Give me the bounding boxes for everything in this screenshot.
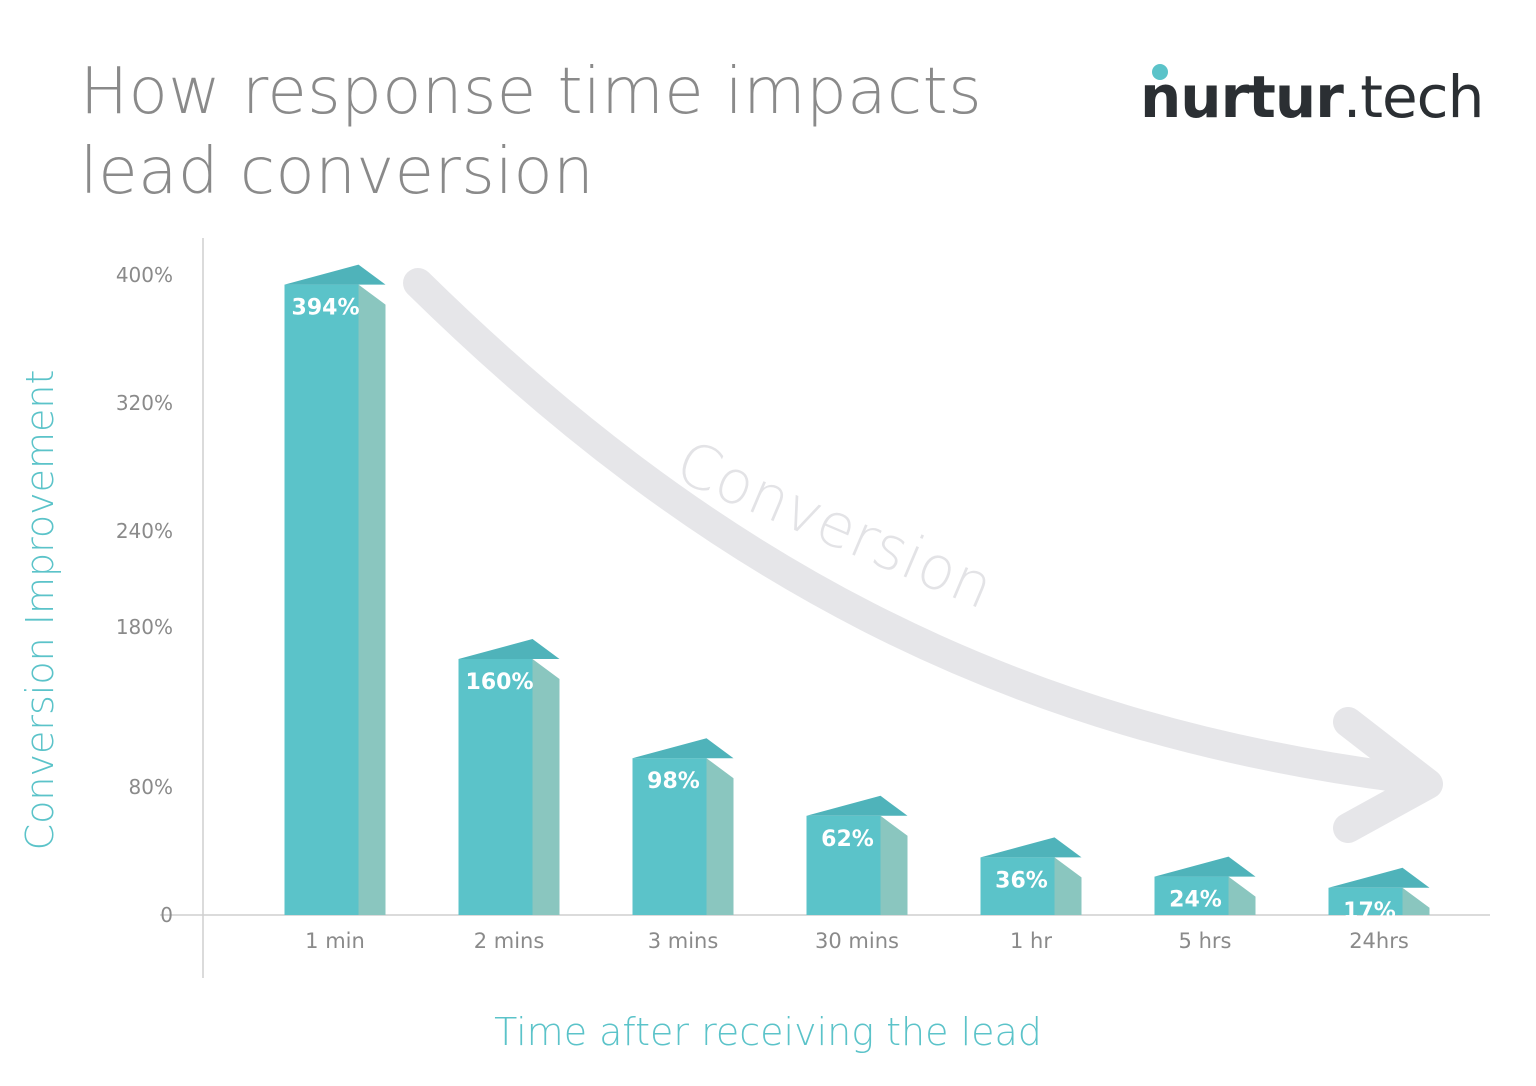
x-tick-label: 24hrs (1349, 929, 1409, 953)
chart-title: How response time impacts lead conversio… (80, 52, 982, 212)
bar (1328, 867, 1430, 915)
bar (632, 738, 734, 915)
bar-side (358, 284, 386, 916)
bar-top (1328, 867, 1430, 888)
bar-side (1402, 887, 1430, 915)
bar (284, 264, 386, 916)
bar-data-label: 98% (647, 769, 700, 794)
bar-side (880, 815, 908, 915)
x-tick-label: 1 hr (1010, 929, 1052, 953)
y-tick-label: 240% (116, 519, 173, 543)
bar (458, 639, 560, 915)
bar-top (980, 837, 1082, 858)
arrow-head-icon (1333, 707, 1443, 843)
x-tick-label: 5 hrs (1179, 929, 1232, 953)
bar-top (284, 264, 386, 285)
logo-dot-icon (1152, 64, 1168, 80)
y-axis-label: Conversion Improvement (18, 369, 62, 851)
bar-side (706, 758, 734, 915)
logo-suffix-text: .tech (1342, 63, 1485, 131)
y-tick-label: 180% (116, 615, 173, 639)
bar-top (632, 738, 734, 759)
bar-side (1054, 857, 1082, 915)
bar-front (632, 758, 707, 915)
bar-front (284, 284, 359, 916)
bars (284, 264, 1430, 916)
bar-front (458, 659, 533, 915)
bar (1154, 856, 1256, 915)
bar-front (980, 857, 1055, 915)
bar-data-label: 160% (466, 670, 534, 695)
chart-title-line-1: How response time impacts (80, 55, 983, 129)
bar-side (1228, 876, 1256, 915)
chart-title-line-2: lead conversion (80, 135, 595, 209)
y-tick-label: 320% (116, 391, 173, 415)
bar-front (1154, 876, 1229, 915)
x-tick-label: 1 min (305, 929, 365, 953)
bar-data-label: 17% (1343, 899, 1396, 924)
bar-top (806, 795, 908, 816)
brand-logo: nurtur.tech (1140, 62, 1484, 132)
x-tick-label: 30 mins (815, 929, 899, 953)
x-tick-label: 3 mins (648, 929, 719, 953)
bar-data-label: 36% (995, 868, 1048, 893)
decorative-arrow: Conversion (403, 268, 1443, 843)
bar-data-label: 62% (821, 827, 874, 852)
y-tick-label: 80% (129, 775, 173, 799)
bar-front (1328, 887, 1403, 915)
logo-brand-text: nurtur (1140, 63, 1344, 131)
bar-front (806, 815, 881, 915)
y-tick-label: 0 (160, 903, 173, 927)
bar-top (1154, 856, 1256, 877)
x-tick-label: 2 mins (474, 929, 545, 953)
x-axis-label: Time after receiving the lead (494, 1010, 1042, 1054)
y-tick-label: 400% (116, 263, 173, 287)
bar (980, 837, 1082, 915)
bar (806, 795, 908, 915)
arrow-shaft (403, 268, 1435, 795)
bar-data-label: 394% (292, 296, 360, 321)
bar-top (458, 639, 560, 659)
labels: 0 80% 180% 240% 320% 400% 394% 1 min 160% 2 mins 9… (116, 263, 1409, 953)
bar-data-label: 24% (1169, 888, 1222, 913)
bar-side (532, 659, 560, 915)
